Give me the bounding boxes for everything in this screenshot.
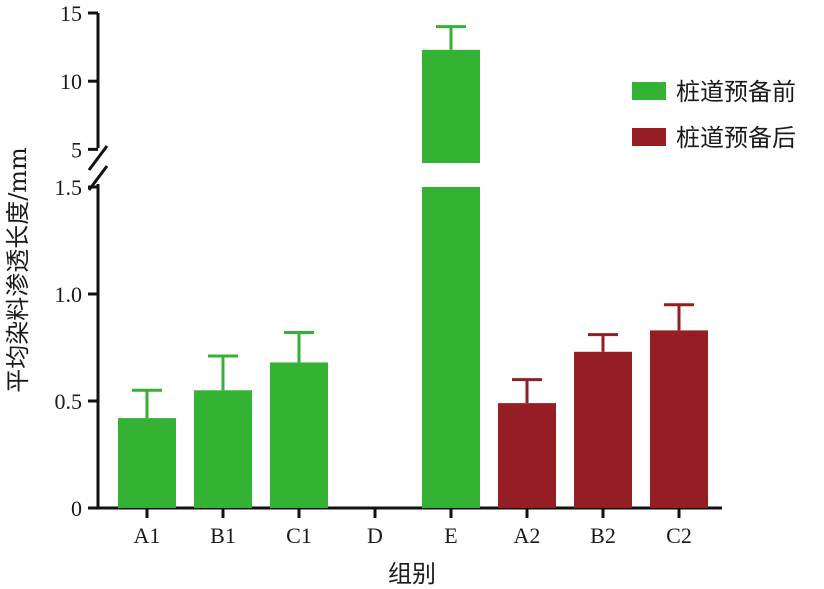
bar [118, 418, 176, 508]
y-upper-tick-label: 15 [60, 1, 82, 26]
bar [270, 362, 328, 508]
axis-break-mark-upper [87, 145, 109, 171]
legend-swatch-series-2 [632, 128, 666, 146]
legend-label-series-2: 桩道预备后 [676, 124, 796, 152]
x-tick-label: B2 [590, 523, 616, 548]
bar-lower-part [422, 187, 480, 508]
bar-upper-part [422, 49, 480, 164]
x-tick-label: D [367, 523, 383, 548]
x-tick-label: C1 [286, 523, 312, 548]
x-tick-label: A2 [514, 523, 541, 548]
x-tick-label: A1 [134, 523, 161, 548]
y-axis-title: 平均染料渗透长度/mm [4, 147, 32, 393]
y-lower-tick-label: 0 [71, 496, 82, 521]
x-axis-title: 组别 [388, 560, 436, 588]
x-tick-label: B1 [210, 523, 236, 548]
x-tick-labels: A1 B1 C1 D E A2 B2 C2 [134, 523, 692, 548]
y-upper-tick-label: 5 [71, 137, 82, 162]
bar [650, 330, 708, 508]
x-tick-label: C2 [666, 523, 692, 548]
legend-label-series-1: 桩道预备前 [676, 78, 796, 106]
bars [118, 49, 708, 508]
y-ticks: 0 0.5 1.0 1.5 5 10 15 [55, 1, 98, 521]
y-lower-tick-label: 1.0 [55, 282, 83, 307]
legend: 桩道预备前 桩道预备后 [632, 78, 796, 152]
legend-swatch-series-1 [632, 82, 666, 100]
error-bars [132, 25, 694, 419]
y-lower-tick-label: 0.5 [55, 389, 83, 414]
y-lower-tick-label: 1.5 [55, 175, 83, 200]
bar [194, 390, 252, 508]
bar [574, 351, 632, 508]
bar [498, 403, 556, 508]
x-tick-label: E [444, 523, 457, 548]
y-upper-tick-label: 10 [60, 69, 82, 94]
